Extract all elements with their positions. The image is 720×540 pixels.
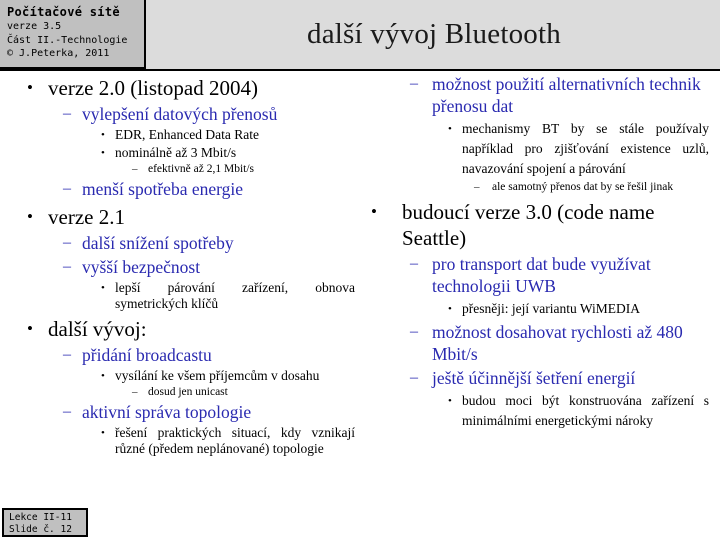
bullet-item-level-3: • vysílání ke všem příjemcům v dosahu — [8, 368, 363, 384]
bullet-marker-icon: • — [27, 78, 33, 97]
bullet-item-level-3: • nominálně až 3 Mbit/s — [8, 145, 363, 161]
bullet-item-text: přesněji: její variantu WiMEDIA — [462, 301, 641, 316]
footer-slide-number: Slide č. 12 — [9, 524, 72, 535]
dash-marker-icon: – — [410, 323, 418, 340]
course-copyright: © J.Peterka, 2011 — [7, 48, 110, 59]
bullet-item-level-1: • další vývoj: — [8, 316, 363, 342]
dash-marker-icon: – — [410, 369, 418, 386]
bullet-marker-icon: • — [371, 202, 377, 221]
bullet-item-level-2: – menší spotřeba energie — [8, 178, 363, 200]
course-info-box: Počítačové sítě verze 3.5 Část II.-Techn… — [0, 0, 146, 69]
bullet-item-level-2: – možnost dosahovat rychlosti až 480 Mbit… — [362, 321, 717, 365]
bullet-item-level-3: • lepší párování zařízení, obnova symetri… — [8, 280, 363, 312]
slide-content: • verze 2.0 (listopad 2004) – vylepšení dat… — [0, 71, 720, 540]
bullet-item-text: nominálně až 3 Mbit/s — [115, 145, 237, 160]
bullet-item-level-3: • budou moci být konstruována zařízení s … — [362, 391, 717, 431]
bullet-item-text: možnost dosahovat rychlosti až 480 Mbit/… — [432, 322, 683, 364]
bullet-item-level-2: – vylepšení datových přenosů — [8, 103, 363, 125]
bullet-item-level-2: – pro transport dat bude využívat technol… — [362, 253, 717, 297]
dash-marker-icon: – — [410, 255, 418, 272]
bullet-marker-icon: • — [448, 303, 452, 315]
bullet-item-level-2: – možnost použití alternativních technik … — [362, 73, 717, 117]
bullet-item-level-2: – další snížení spotřeby — [8, 232, 363, 254]
bullet-marker-icon: • — [448, 395, 452, 407]
bullet-marker-icon: • — [101, 282, 105, 294]
dash-marker-icon: – — [63, 403, 71, 420]
bullet-item-text: další vývoj: — [48, 317, 147, 341]
bullet-item-level-1: • verze 2.0 (listopad 2004) — [8, 75, 363, 101]
bullet-item-text: verze 2.0 (listopad 2004) — [48, 76, 258, 100]
dash-marker-icon: – — [132, 386, 138, 398]
bullet-item-text: lepší párování zařízení, obnova symetric… — [115, 280, 355, 311]
footer-lecture: Lekce II-11 — [9, 512, 72, 523]
bullet-item-level-4: – dosud jen unicast — [8, 385, 363, 399]
bullet-item-text: řešení praktických situací, kdy vznikají… — [115, 425, 355, 456]
bullet-item-level-3: • přesněji: její variantu WiMEDIA — [362, 299, 717, 319]
course-title: Počítačové sítě — [7, 5, 120, 19]
bullet-marker-icon: • — [448, 123, 452, 135]
bullet-item-text: ale samotný přenos dat by se řešil jinak — [492, 181, 674, 193]
dash-marker-icon: – — [63, 346, 71, 363]
slide-title: další vývoj Bluetooth — [307, 18, 561, 50]
bullet-item-level-2: – ještě účinnější šetření energií — [362, 367, 717, 389]
bullet-marker-icon: • — [27, 207, 33, 226]
dash-marker-icon: – — [63, 234, 71, 251]
dash-marker-icon: – — [474, 181, 480, 193]
slide-footer-box: Lekce II-11 Slide č. 12 — [2, 508, 88, 537]
dash-marker-icon: – — [410, 75, 418, 92]
slide-header: Počítačové sítě verze 3.5 Část II.-Techn… — [0, 0, 720, 71]
bullet-item-text: vyšší bezpečnost — [82, 257, 201, 277]
dash-marker-icon: – — [63, 258, 71, 275]
bullet-item-text: mechanismy BT by se stále používaly např… — [462, 121, 709, 176]
dash-marker-icon: – — [63, 180, 71, 197]
bullet-item-text: možnost použití alternativních technik p… — [432, 74, 701, 116]
bullet-item-text: pro transport dat bude využívat technolo… — [432, 254, 651, 296]
bullet-marker-icon: • — [101, 427, 105, 439]
bullet-item-level-2: – přidání broadcastu — [8, 344, 363, 366]
bullet-marker-icon: • — [101, 370, 105, 382]
bullet-item-text: vylepšení datových přenosů — [82, 104, 278, 124]
bullet-item-text: EDR, Enhanced Data Rate — [115, 127, 259, 142]
right-bullet-column: – možnost použití alternativních technik … — [362, 71, 717, 540]
bullet-item-level-2: – aktivní správa topologie — [8, 401, 363, 423]
bullet-item-text: menší spotřeba energie — [82, 179, 244, 199]
bullet-item-text: aktivní správa topologie — [82, 402, 252, 422]
bullet-item-level-4: – ale samotný přenos dat by se řešil jina… — [362, 180, 717, 195]
dash-marker-icon: – — [63, 105, 71, 122]
bullet-item-level-3: • řešení praktických situací, kdy vznikaj… — [8, 425, 363, 457]
bullet-item-level-1: • budoucí verze 3.0 (code name Seattle) — [362, 199, 717, 251]
bullet-item-text: přidání broadcastu — [82, 345, 212, 365]
bullet-item-text: efektivně až 2,1 Mbit/s — [148, 163, 255, 175]
bullet-item-level-2: – vyšší bezpečnost — [8, 256, 363, 278]
bullet-marker-icon: • — [27, 319, 33, 338]
bullet-item-text: budou moci být konstruována zařízení s m… — [462, 393, 709, 428]
bullet-item-level-1: • verze 2.1 — [8, 204, 363, 230]
bullet-marker-icon: • — [101, 147, 105, 159]
course-part: Část II.-Technologie — [7, 34, 128, 46]
bullet-item-text: další snížení spotřeby — [82, 233, 234, 253]
bullet-item-level-3: • mechanismy BT by se stále používaly nap… — [362, 119, 717, 179]
bullet-marker-icon: • — [101, 129, 105, 141]
bullet-item-text: vysílání ke všem příjemcům v dosahu — [115, 368, 320, 383]
bullet-item-text: budoucí verze 3.0 (code name Seattle) — [402, 200, 655, 250]
course-version: verze 3.5 — [7, 21, 62, 32]
bullet-item-level-4: – efektivně až 2,1 Mbit/s — [8, 162, 363, 176]
bullet-item-text: dosud jen unicast — [148, 386, 228, 398]
dash-marker-icon: – — [132, 163, 138, 175]
bullet-item-level-3: • EDR, Enhanced Data Rate — [8, 127, 363, 143]
bullet-item-text: ještě účinnější šetření energií — [432, 368, 636, 388]
left-bullet-column: • verze 2.0 (listopad 2004) – vylepšení dat… — [8, 71, 363, 540]
bullet-item-text: verze 2.1 — [48, 205, 125, 229]
